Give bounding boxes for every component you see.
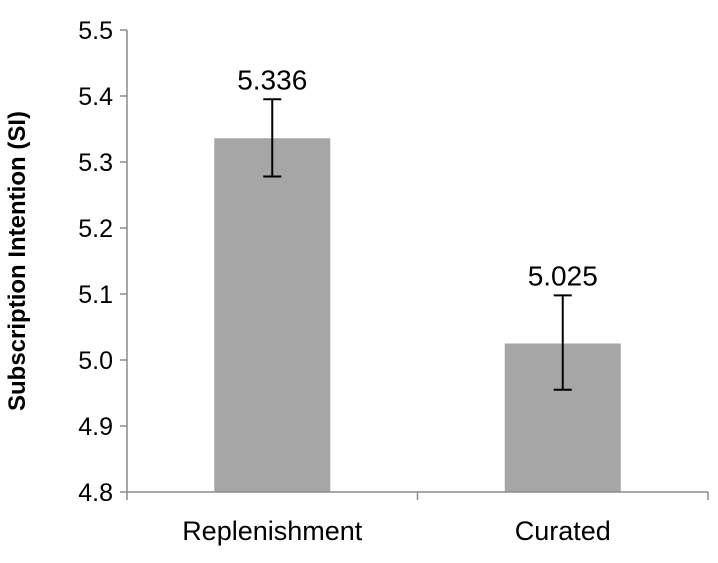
y-axis-title: Subscription Intention (SI) bbox=[4, 111, 31, 411]
y-tick-label: 4.8 bbox=[78, 479, 113, 507]
y-tick-label: 5.1 bbox=[78, 281, 113, 309]
data-label: 5.025 bbox=[528, 260, 598, 291]
y-tick-label: 5.0 bbox=[78, 347, 113, 375]
y-tick-label: 5.5 bbox=[78, 17, 113, 45]
y-tick-label: 5.4 bbox=[78, 83, 113, 111]
data-label: 5.336 bbox=[237, 64, 307, 95]
y-tick-label: 5.2 bbox=[78, 215, 113, 243]
y-tick-label: 5.3 bbox=[78, 149, 113, 177]
bar-replenishment bbox=[214, 138, 331, 493]
x-tick-label: Replenishment bbox=[182, 516, 363, 546]
plot-area: 4.8 4.9 5.0 5.1 5.2 5.3 5.4 5.5 Replenishment Cur… bbox=[78, 17, 709, 546]
y-tick-label: 4.9 bbox=[78, 413, 113, 441]
x-tick-label: Curated bbox=[515, 516, 611, 546]
